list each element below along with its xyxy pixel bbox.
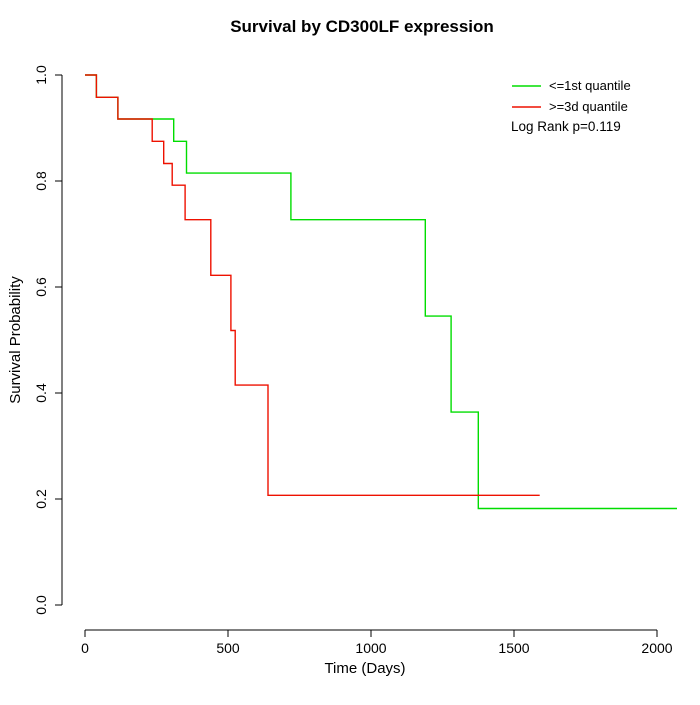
survival-curves — [85, 74, 677, 510]
x-axis: 0 500 1000 1500 2000 — [81, 629, 673, 656]
x-tick-label: 1000 — [355, 640, 386, 656]
y-tick-label: 0.8 — [33, 171, 49, 191]
y-tick-label: 0.2 — [33, 489, 49, 509]
y-axis: 0.0 0.2 0.4 0.6 0.8 1.0 — [33, 65, 63, 615]
y-tick-label: 0.0 — [33, 595, 49, 615]
x-tick-label: 1500 — [498, 640, 529, 656]
y-tick-label: 1.0 — [33, 65, 49, 85]
survival-curve-1 — [85, 74, 540, 496]
legend-label-third-quantile: >=3d quantile — [549, 99, 628, 114]
y-tick-label: 0.6 — [33, 277, 49, 297]
log-rank-p-value: Log Rank p=0.119 — [511, 119, 621, 134]
x-axis-label: Time (Days) — [324, 660, 405, 677]
y-axis-label: Survival Probability — [7, 276, 24, 404]
x-tick-label: 2000 — [641, 640, 672, 656]
x-tick-label: 500 — [216, 640, 240, 656]
y-tick-label: 0.4 — [33, 383, 49, 403]
x-tick-label: 0 — [81, 640, 89, 656]
legend: <=1st quantile >=3d quantile Log Rank p=… — [511, 78, 631, 134]
survival-curve-0 — [85, 74, 677, 510]
chart-title: Survival by CD300LF expression — [230, 17, 494, 36]
legend-label-first-quantile: <=1st quantile — [549, 78, 631, 93]
